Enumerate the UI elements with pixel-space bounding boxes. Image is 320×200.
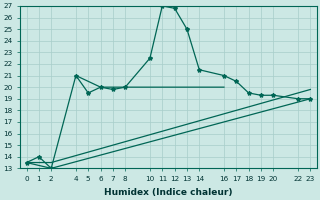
X-axis label: Humidex (Indice chaleur): Humidex (Indice chaleur) [104,188,233,197]
